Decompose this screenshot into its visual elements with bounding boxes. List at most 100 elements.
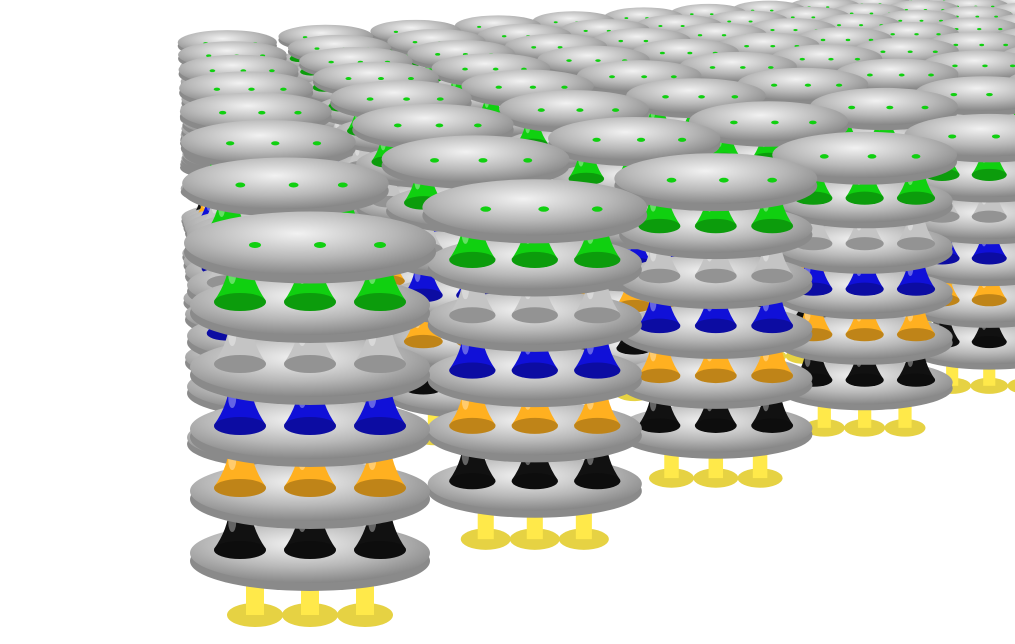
top-dot	[790, 16, 795, 19]
top-dot	[219, 110, 227, 115]
top-dot	[836, 24, 842, 27]
top-dot	[991, 5, 995, 8]
connector	[638, 234, 681, 276]
top-dot	[240, 69, 247, 73]
connector-base	[845, 328, 884, 342]
connector-base	[284, 417, 336, 435]
top-disk	[548, 116, 721, 161]
top-dot	[939, 19, 943, 22]
connector	[354, 375, 406, 425]
connector-base	[449, 473, 496, 490]
top-disk	[180, 120, 356, 164]
connector-base	[403, 334, 443, 349]
top-disk	[352, 103, 514, 145]
connector-base	[214, 479, 266, 497]
top-dot	[248, 87, 255, 91]
top-dot	[793, 28, 798, 32]
top-dot	[719, 177, 729, 183]
top-dot	[258, 110, 266, 115]
top-dot	[407, 77, 414, 81]
connector-base	[511, 362, 558, 379]
top-dot	[914, 33, 919, 36]
top-dot	[609, 75, 615, 79]
top-dot	[271, 141, 280, 146]
top-dot	[811, 16, 816, 19]
connector-base	[845, 237, 884, 251]
foot-pad	[1007, 379, 1015, 393]
top-dot	[566, 59, 572, 62]
connector	[896, 206, 936, 243]
top-dot	[928, 73, 934, 77]
connector	[214, 375, 266, 425]
stack	[614, 153, 818, 488]
connector-base	[449, 307, 496, 324]
top-dot	[478, 158, 488, 163]
connector	[574, 325, 621, 370]
connector	[403, 257, 443, 295]
top-dot	[977, 28, 982, 31]
connector	[574, 269, 621, 315]
top-dot	[328, 60, 334, 64]
top-dot	[436, 97, 444, 101]
connector-base	[896, 282, 936, 296]
top-dot	[950, 92, 958, 97]
top-dot	[666, 177, 677, 183]
top-dot	[366, 97, 374, 101]
connector-base	[284, 541, 336, 559]
top-dot	[866, 73, 873, 77]
top-dot	[799, 57, 805, 61]
connector-base	[354, 479, 406, 497]
connector-base	[511, 251, 558, 268]
top-dot	[771, 83, 778, 87]
top-dot	[890, 33, 895, 36]
connector-base	[638, 218, 681, 234]
top-dot	[529, 85, 537, 89]
top-dot	[948, 134, 957, 139]
top-dot	[280, 87, 287, 91]
top-dot	[697, 34, 703, 37]
connector-base	[574, 362, 621, 379]
top-dot	[206, 54, 212, 57]
top-dot	[492, 67, 499, 71]
top-dot	[770, 28, 775, 32]
top-dot	[412, 40, 418, 44]
top-dot	[907, 50, 913, 53]
top-dot	[294, 110, 302, 115]
connector-base	[354, 417, 406, 435]
top-dot	[819, 154, 829, 159]
connector-base	[638, 318, 681, 334]
top-dot	[880, 50, 886, 53]
top-dot	[845, 38, 851, 42]
top-dot	[952, 64, 958, 68]
connector-base	[751, 268, 794, 284]
top-disk	[422, 179, 648, 236]
top-dot	[314, 47, 320, 50]
top-dot	[658, 25, 663, 28]
connector	[751, 234, 794, 276]
top-dot	[936, 33, 941, 36]
connector-base	[354, 541, 406, 559]
top-dot	[770, 44, 776, 48]
connector-base	[574, 417, 621, 434]
top-dot	[709, 13, 714, 16]
connector	[896, 297, 936, 334]
connector	[214, 499, 266, 549]
connector	[449, 435, 496, 481]
top-dot	[994, 15, 998, 18]
connector	[638, 334, 681, 376]
connector-base	[574, 307, 621, 324]
top-dot	[731, 95, 739, 99]
top-dot	[848, 105, 856, 110]
top-dot	[393, 123, 402, 128]
top-dot	[677, 137, 687, 142]
top-dot	[462, 67, 468, 71]
top-dot	[435, 123, 444, 128]
connector	[574, 435, 621, 481]
connector-base	[638, 268, 681, 284]
top-dot	[430, 158, 440, 163]
top-dot	[592, 137, 601, 142]
top-dot	[932, 50, 938, 53]
connector	[449, 269, 496, 315]
top-dot	[480, 206, 492, 212]
